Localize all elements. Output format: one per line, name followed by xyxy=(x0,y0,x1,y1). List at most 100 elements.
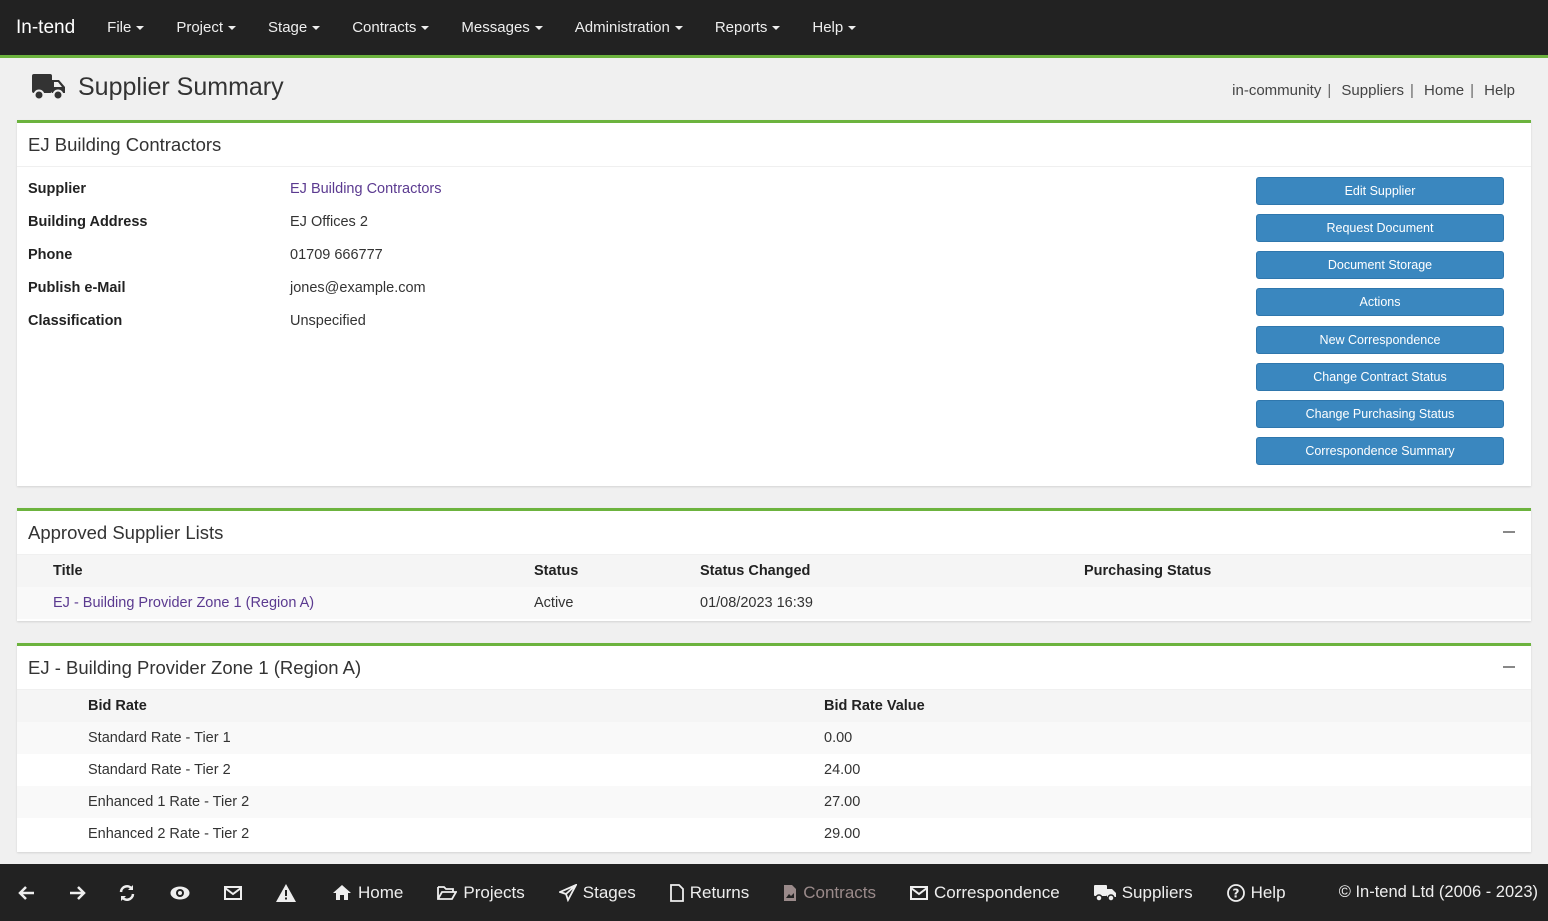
nav-contracts[interactable]: Contracts xyxy=(336,19,445,36)
field-label: Phone xyxy=(28,247,73,263)
bottom-returns[interactable]: Returns xyxy=(669,883,749,903)
change-purchasing-status-button[interactable]: Change Purchasing Status xyxy=(1256,400,1504,428)
forward-arrow-icon[interactable] xyxy=(68,884,86,902)
nav-label: Administration xyxy=(574,19,670,36)
truck-icon xyxy=(1093,884,1116,902)
caret-down-icon xyxy=(534,26,543,31)
bottom-label: Stages xyxy=(582,882,636,902)
bottom-projects[interactable]: Projects xyxy=(437,882,525,903)
nav-label: File xyxy=(107,19,132,36)
panel-title: EJ - Building Provider Zone 1 (Region A) xyxy=(28,656,362,678)
col-status: Status xyxy=(534,555,700,587)
svg-text:?: ? xyxy=(1232,886,1239,900)
document-storage-button[interactable]: Document Storage xyxy=(1256,251,1504,279)
request-document-button[interactable]: Request Document xyxy=(1256,214,1504,242)
nav-label: Project xyxy=(176,19,224,36)
actions-button[interactable]: Actions xyxy=(1256,288,1504,316)
supplier-panel: EJ Building Contractors Supplier EJ Build… xyxy=(17,120,1531,486)
caret-down-icon xyxy=(136,26,145,31)
field-label: Building Address xyxy=(28,214,148,230)
bottom-label: Help xyxy=(1250,882,1286,902)
nav-administration[interactable]: Administration xyxy=(559,19,699,36)
bottom-home[interactable]: Home xyxy=(332,883,403,903)
paper-plane-icon xyxy=(558,883,577,902)
nav-project[interactable]: Project xyxy=(160,19,252,36)
correspondence-summary-button[interactable]: Correspondence Summary xyxy=(1256,437,1504,465)
bottom-label: Home xyxy=(358,882,404,902)
back-arrow-icon[interactable] xyxy=(18,884,36,902)
bid-rates-table: Bid Rate Bid Rate Value Standard Rate - … xyxy=(17,690,1531,850)
caret-down-icon xyxy=(772,26,781,31)
purchasing-status-cell xyxy=(1084,587,1531,619)
value-cell: 27.00 xyxy=(824,786,1531,818)
field-label: Publish e-Mail xyxy=(28,280,126,296)
panel-title: EJ Building Contractors xyxy=(17,123,1531,167)
folder-open-icon xyxy=(437,885,458,900)
field-label: Supplier xyxy=(28,181,87,197)
brand-logo[interactable]: In-tend xyxy=(16,16,76,38)
rate-cell: Standard Rate - Tier 1 xyxy=(17,722,824,754)
list-title-link[interactable]: EJ - Building Provider Zone 1 (Region A) xyxy=(53,595,315,611)
new-correspondence-button[interactable]: New Correspondence xyxy=(1256,326,1504,354)
nav-label: Messages xyxy=(461,19,530,36)
nav-label: Stage xyxy=(268,19,308,36)
caret-down-icon xyxy=(228,26,237,31)
col-bid-rate-value: Bid Rate Value xyxy=(824,690,1531,722)
file-icon xyxy=(669,883,684,902)
bottom-correspondence[interactable]: Correspondence xyxy=(910,883,1060,903)
col-bid-rate: Bid Rate xyxy=(17,690,824,722)
edit-supplier-button[interactable]: Edit Supplier xyxy=(1256,177,1504,205)
link-help[interactable]: Help xyxy=(1484,82,1515,99)
bottom-label: Suppliers xyxy=(1121,882,1193,902)
page-title: Supplier Summary xyxy=(78,72,284,101)
nav-label: Contracts xyxy=(352,19,417,36)
bottom-label: Projects xyxy=(463,882,525,902)
envelope-icon[interactable] xyxy=(224,885,242,901)
envelope-icon xyxy=(910,885,928,900)
collapse-icon[interactable] xyxy=(1503,666,1515,668)
caret-down-icon xyxy=(674,26,683,31)
approved-lists-panel: Approved Supplier Lists Title Status Sta… xyxy=(17,508,1531,621)
eye-icon[interactable] xyxy=(170,884,190,902)
rate-cell: Enhanced 2 Rate - Tier 2 xyxy=(88,826,250,842)
page-header: Supplier Summary xyxy=(32,72,284,102)
link-home[interactable]: Home xyxy=(1424,82,1465,99)
warning-icon[interactable] xyxy=(276,883,296,902)
bottom-toolbar: Home Projects Stages Returns Contracts C… xyxy=(0,864,1548,921)
top-navbar: In-tend File Project Stage Contracts Mes… xyxy=(0,0,1548,58)
refresh-icon[interactable] xyxy=(118,884,136,902)
nav-help[interactable]: Help xyxy=(796,19,872,36)
rate-cell: Standard Rate - Tier 2 xyxy=(88,762,231,778)
supplier-link[interactable]: EJ Building Contractors xyxy=(290,181,442,197)
panel-heading: EJ - Building Provider Zone 1 (Region A) xyxy=(17,646,1531,690)
nav-messages[interactable]: Messages xyxy=(445,19,558,36)
nav-file[interactable]: File xyxy=(91,19,160,36)
change-contract-status-button[interactable]: Change Contract Status xyxy=(1256,363,1504,391)
caret-down-icon xyxy=(312,26,321,31)
collapse-icon[interactable] xyxy=(1503,531,1515,533)
caret-down-icon xyxy=(421,26,430,31)
panel-title: Approved Supplier Lists xyxy=(28,521,224,543)
nav-label: Help xyxy=(812,19,844,36)
field-label: Classification xyxy=(28,313,123,329)
breadcrumb-links: in-community | Suppliers | Home | Help xyxy=(1232,82,1515,99)
bottom-contracts[interactable]: Contracts xyxy=(783,883,876,903)
link-in-community[interactable]: in-community xyxy=(1232,82,1322,99)
nav-label: Reports xyxy=(714,19,768,36)
bottom-help[interactable]: ? Help xyxy=(1226,882,1286,903)
table-row: Enhanced 1 Rate - Tier 2 27.00 xyxy=(17,786,1531,818)
truck-icon xyxy=(32,74,65,101)
table-row: Standard Rate - Tier 2 24.00 xyxy=(17,754,1531,786)
home-icon xyxy=(333,885,351,900)
table-header: Title Status Status Changed Purchasing S… xyxy=(17,555,1531,587)
table-row: EJ - Building Provider Zone 1 (Region A)… xyxy=(17,587,1531,619)
nav-stage[interactable]: Stage xyxy=(252,19,336,36)
bottom-stages[interactable]: Stages xyxy=(558,882,636,903)
field-value: 01709 666777 xyxy=(290,247,383,263)
status-changed-cell: 01/08/2023 16:39 xyxy=(700,587,1084,619)
link-suppliers[interactable]: Suppliers xyxy=(1341,82,1404,99)
bottom-suppliers[interactable]: Suppliers xyxy=(1093,882,1193,903)
bottom-label: Correspondence xyxy=(934,882,1060,902)
value-cell: 24.00 xyxy=(824,762,861,778)
nav-reports[interactable]: Reports xyxy=(699,19,797,36)
